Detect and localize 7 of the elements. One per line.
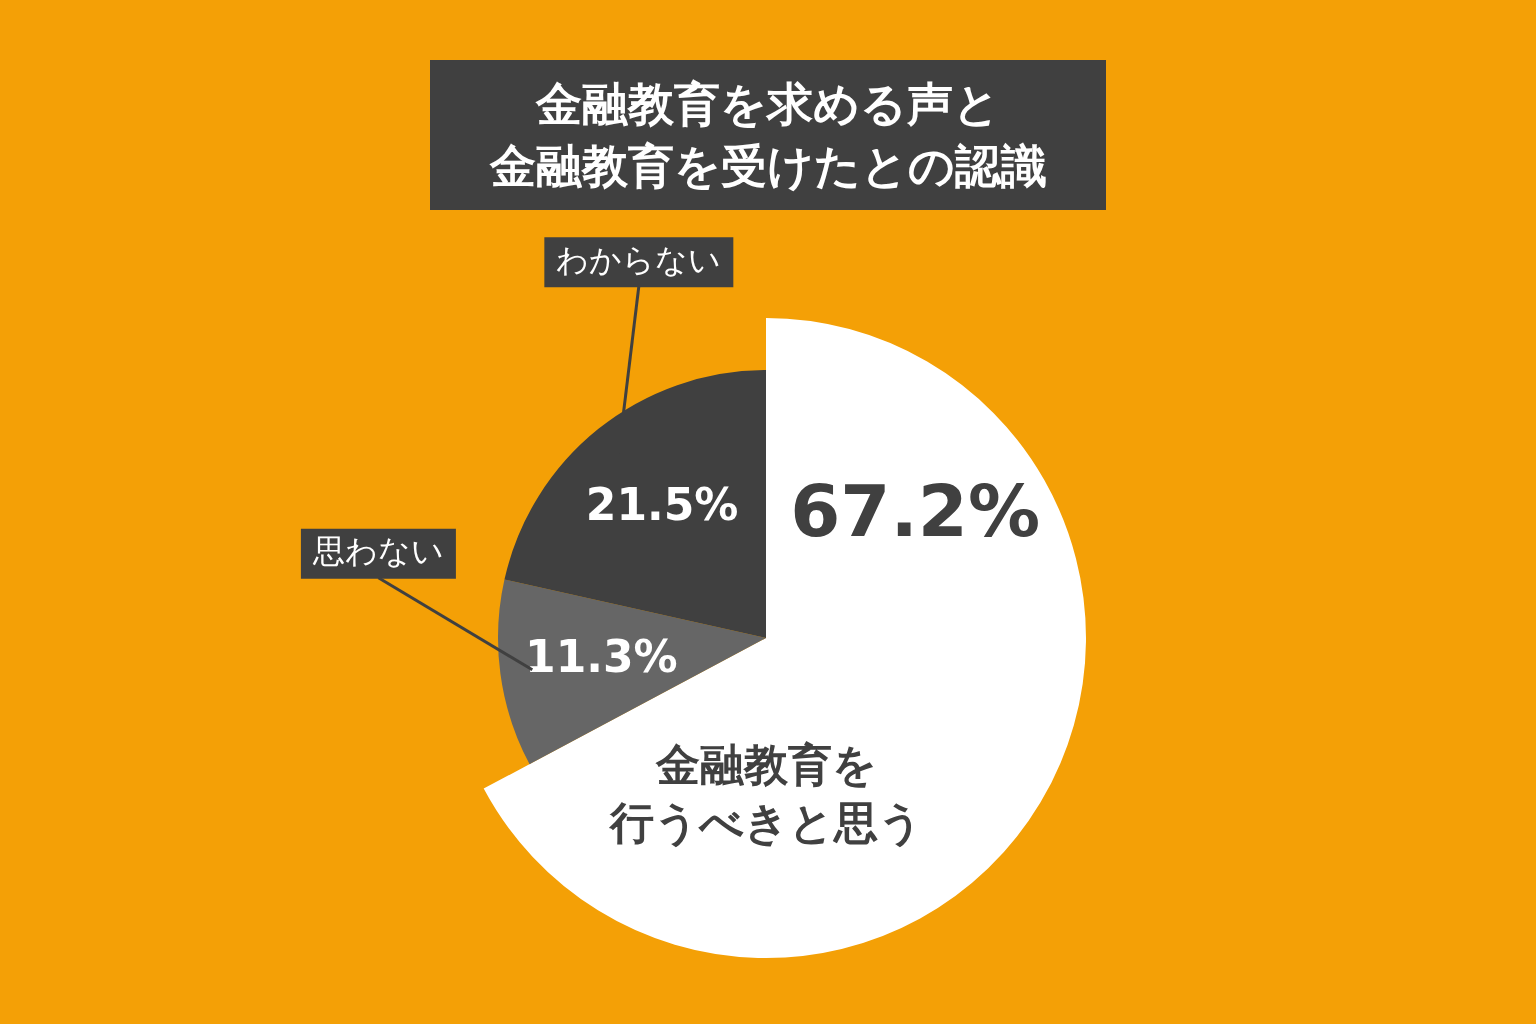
slice-label: 思わない — [311, 532, 444, 571]
slice-label: わからない — [556, 240, 722, 279]
slice-label: 金融教育を行うべきと思う — [607, 739, 923, 849]
chart-title: 金融教育を求める声と金融教育を受けたとの認識 — [489, 76, 1047, 195]
data-label: 67.2% — [790, 468, 1041, 553]
data-label: 21.5% — [585, 478, 739, 530]
data-label: 11.3% — [525, 630, 678, 682]
